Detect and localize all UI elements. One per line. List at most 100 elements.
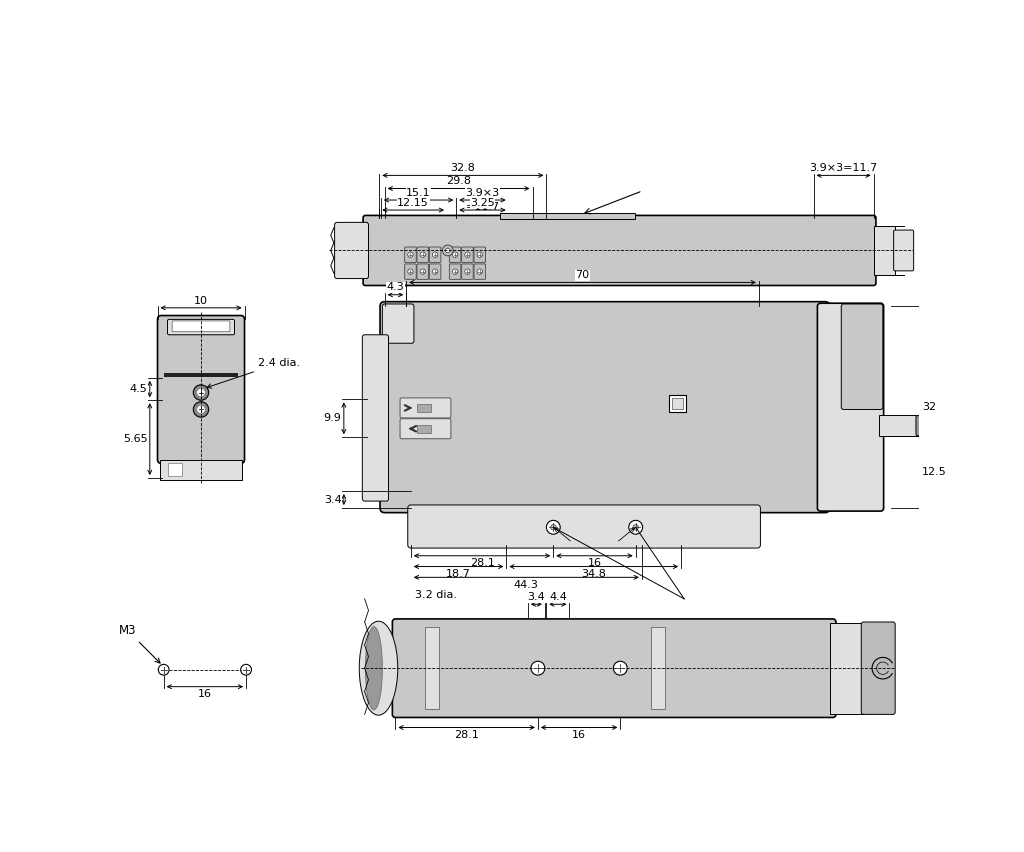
Text: 3.2 dia.: 3.2 dia. (415, 590, 457, 600)
Text: 2.4 dia.: 2.4 dia. (207, 359, 300, 389)
Bar (879, 415, 920, 436)
Text: 12.5: 12.5 (923, 467, 947, 477)
Circle shape (477, 252, 482, 257)
Text: 16: 16 (572, 730, 586, 740)
Text: 4.3: 4.3 (387, 282, 404, 292)
FancyBboxPatch shape (362, 335, 388, 501)
Circle shape (408, 269, 413, 274)
FancyBboxPatch shape (450, 247, 461, 262)
FancyBboxPatch shape (474, 247, 485, 262)
Bar (500, 213, 635, 219)
Text: 4.4: 4.4 (549, 592, 567, 602)
Circle shape (198, 389, 205, 396)
FancyBboxPatch shape (417, 264, 429, 279)
Circle shape (547, 521, 560, 534)
Bar (160, 459, 243, 480)
Circle shape (241, 665, 252, 675)
Text: 28.1: 28.1 (470, 558, 495, 568)
Circle shape (613, 661, 628, 675)
Text: 5.65: 5.65 (123, 435, 147, 444)
Text: 4.5: 4.5 (130, 384, 147, 394)
Text: M3: M3 (119, 625, 160, 663)
Circle shape (629, 521, 643, 534)
Circle shape (633, 525, 638, 530)
Circle shape (408, 252, 413, 257)
FancyBboxPatch shape (168, 320, 234, 335)
Text: 3.4: 3.4 (527, 592, 545, 602)
FancyBboxPatch shape (400, 398, 451, 418)
FancyBboxPatch shape (462, 247, 473, 262)
FancyBboxPatch shape (417, 247, 429, 262)
FancyBboxPatch shape (158, 315, 245, 463)
Text: 28.1: 28.1 (455, 730, 479, 740)
Text: 18.7: 18.7 (446, 569, 471, 579)
Circle shape (531, 661, 545, 675)
Text: 3.9×3: 3.9×3 (465, 187, 500, 198)
Bar (830, 623, 865, 714)
Circle shape (551, 525, 556, 530)
FancyBboxPatch shape (364, 216, 876, 285)
Text: 15.1: 15.1 (407, 187, 431, 198)
Text: 32.8: 32.8 (451, 163, 475, 173)
FancyBboxPatch shape (474, 264, 485, 279)
Text: 10: 10 (194, 296, 208, 306)
Text: =11.7: =11.7 (465, 202, 500, 211)
FancyBboxPatch shape (450, 264, 461, 279)
FancyBboxPatch shape (842, 304, 883, 410)
FancyBboxPatch shape (382, 304, 414, 343)
Bar (669, 394, 686, 412)
Circle shape (453, 252, 458, 257)
Text: 12.15: 12.15 (397, 198, 429, 208)
FancyBboxPatch shape (404, 264, 416, 279)
Bar (651, 627, 665, 709)
Bar (168, 463, 182, 476)
FancyBboxPatch shape (404, 247, 416, 262)
Bar (417, 404, 431, 412)
Text: 44.3: 44.3 (514, 579, 539, 590)
FancyBboxPatch shape (335, 222, 369, 279)
FancyBboxPatch shape (915, 416, 933, 435)
Text: 29.8: 29.8 (446, 176, 471, 187)
Text: 70: 70 (575, 270, 590, 280)
Text: 34.8: 34.8 (582, 569, 606, 579)
Circle shape (420, 252, 425, 257)
Ellipse shape (359, 621, 397, 715)
Circle shape (194, 402, 209, 417)
FancyBboxPatch shape (861, 622, 895, 714)
Bar (164, 372, 239, 377)
FancyBboxPatch shape (392, 619, 836, 717)
FancyBboxPatch shape (429, 264, 441, 279)
Ellipse shape (366, 626, 382, 710)
FancyBboxPatch shape (380, 302, 829, 513)
Circle shape (477, 269, 482, 274)
Circle shape (198, 406, 205, 413)
FancyBboxPatch shape (817, 303, 884, 511)
FancyBboxPatch shape (400, 418, 451, 439)
Circle shape (432, 269, 438, 274)
Text: 3.9×3=11.7: 3.9×3=11.7 (809, 163, 878, 173)
FancyBboxPatch shape (429, 247, 441, 262)
FancyBboxPatch shape (894, 230, 913, 271)
Bar (417, 425, 431, 433)
FancyBboxPatch shape (462, 264, 473, 279)
Circle shape (453, 269, 458, 274)
Circle shape (445, 248, 451, 253)
Text: 16: 16 (198, 689, 212, 699)
Circle shape (442, 245, 454, 256)
Circle shape (420, 269, 425, 274)
FancyBboxPatch shape (172, 321, 230, 331)
Bar (873, 227, 895, 274)
FancyBboxPatch shape (408, 505, 761, 548)
Text: 32: 32 (923, 402, 936, 412)
Bar (425, 627, 438, 709)
Circle shape (465, 269, 470, 274)
Circle shape (432, 252, 438, 257)
Circle shape (194, 385, 209, 400)
Bar (672, 398, 683, 409)
Text: 9.9: 9.9 (324, 413, 342, 423)
Circle shape (159, 665, 169, 675)
Text: 3.25: 3.25 (470, 198, 495, 208)
Text: 3.4: 3.4 (324, 494, 342, 504)
Circle shape (465, 252, 470, 257)
Text: 16: 16 (588, 558, 601, 568)
